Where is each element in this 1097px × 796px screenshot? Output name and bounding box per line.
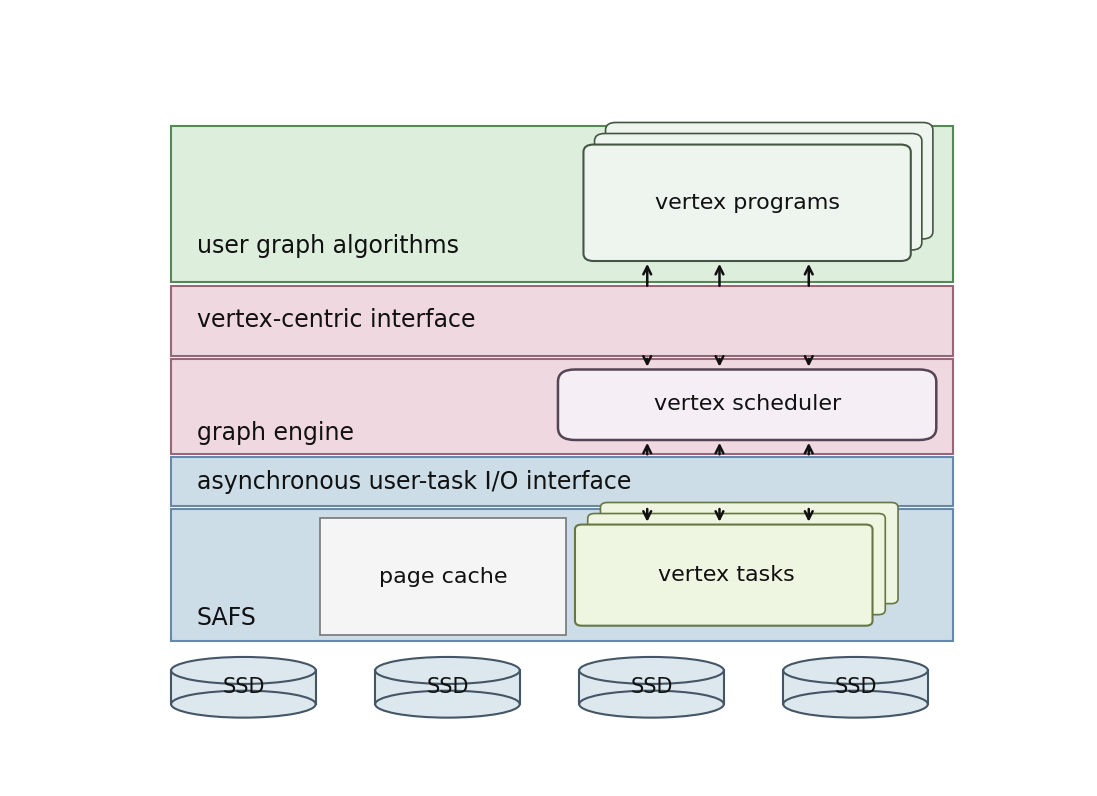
Text: SSD: SSD <box>427 677 468 697</box>
Ellipse shape <box>783 657 928 684</box>
FancyBboxPatch shape <box>575 525 872 626</box>
Bar <box>783 670 928 704</box>
Bar <box>375 670 520 704</box>
Text: graph engine: graph engine <box>196 420 353 445</box>
Text: SAFS: SAFS <box>196 606 257 630</box>
Text: vertex-centric interface: vertex-centric interface <box>196 309 475 333</box>
Text: SSD: SSD <box>631 677 672 697</box>
FancyBboxPatch shape <box>595 134 921 250</box>
FancyBboxPatch shape <box>606 123 932 239</box>
Text: asynchronous user-task I/O interface: asynchronous user-task I/O interface <box>196 470 631 494</box>
Text: vertex scheduler: vertex scheduler <box>654 395 841 415</box>
Text: SSD: SSD <box>223 677 264 697</box>
Bar <box>320 518 566 635</box>
Ellipse shape <box>375 691 520 718</box>
Ellipse shape <box>171 657 316 684</box>
Text: page cache: page cache <box>378 567 508 587</box>
Bar <box>171 286 953 356</box>
Text: SSD: SSD <box>835 677 877 697</box>
Text: vertex programs: vertex programs <box>655 193 840 213</box>
Ellipse shape <box>171 691 316 718</box>
Bar <box>171 509 953 641</box>
Ellipse shape <box>579 657 724 684</box>
Ellipse shape <box>579 691 724 718</box>
Text: user graph algorithms: user graph algorithms <box>196 234 459 258</box>
Bar <box>171 457 953 506</box>
Bar <box>171 359 953 454</box>
Bar <box>579 670 724 704</box>
Ellipse shape <box>783 691 928 718</box>
Text: vertex tasks: vertex tasks <box>658 565 794 585</box>
Ellipse shape <box>375 657 520 684</box>
FancyBboxPatch shape <box>600 502 898 603</box>
FancyBboxPatch shape <box>558 369 936 440</box>
Bar <box>171 670 316 704</box>
Bar <box>171 126 953 283</box>
FancyBboxPatch shape <box>584 145 911 261</box>
FancyBboxPatch shape <box>588 513 885 615</box>
